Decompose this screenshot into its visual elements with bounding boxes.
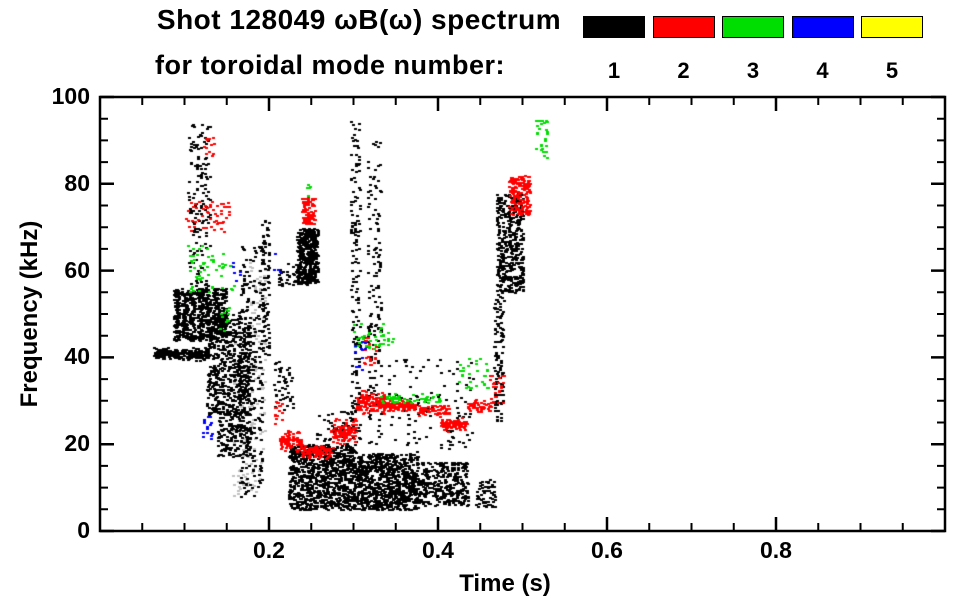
- spectrogram-points-canvas: [100, 97, 945, 531]
- legend-label-mode-5: 5: [885, 58, 899, 83]
- y-tick-label-60: 60: [64, 256, 90, 283]
- legend-swatch-mode-4: [791, 16, 854, 38]
- legend-label-mode-4: 4: [816, 58, 829, 83]
- legend-swatch-mode-3: [722, 16, 784, 38]
- legend-swatch-mode-5: [861, 16, 923, 38]
- x-tick-label-0.4: 0.4: [422, 537, 454, 563]
- x-axis-label: Time (s): [459, 570, 551, 597]
- y-axis-label: Frequency (kHz): [16, 220, 43, 408]
- x-tick-label-0.6: 0.6: [591, 537, 623, 563]
- figure-title-line-1: Shot 128049 ωB(ω) spectrum: [156, 4, 562, 35]
- mode-number-legend: 1 2 3 4 5: [583, 16, 943, 88]
- figure-title-line-2: for toroidal mode number:: [155, 50, 505, 80]
- x-tick-label-0.8: 0.8: [760, 537, 792, 563]
- legend-label-mode-1: 1: [607, 58, 621, 83]
- y-tick-label-80: 80: [64, 169, 90, 196]
- y-tick-label-20: 20: [64, 430, 90, 457]
- y-tick-label-40: 40: [64, 343, 90, 370]
- legend-label-mode-3: 3: [746, 58, 760, 83]
- legend-label-mode-2: 2: [677, 58, 690, 83]
- legend-swatch-mode-1: [583, 16, 645, 38]
- legend-swatch-mode-2: [652, 16, 715, 38]
- y-tick-label-100: 100: [51, 83, 90, 109]
- y-tick-label-0: 0: [77, 517, 90, 543]
- x-tick-label-0.2: 0.2: [253, 537, 285, 563]
